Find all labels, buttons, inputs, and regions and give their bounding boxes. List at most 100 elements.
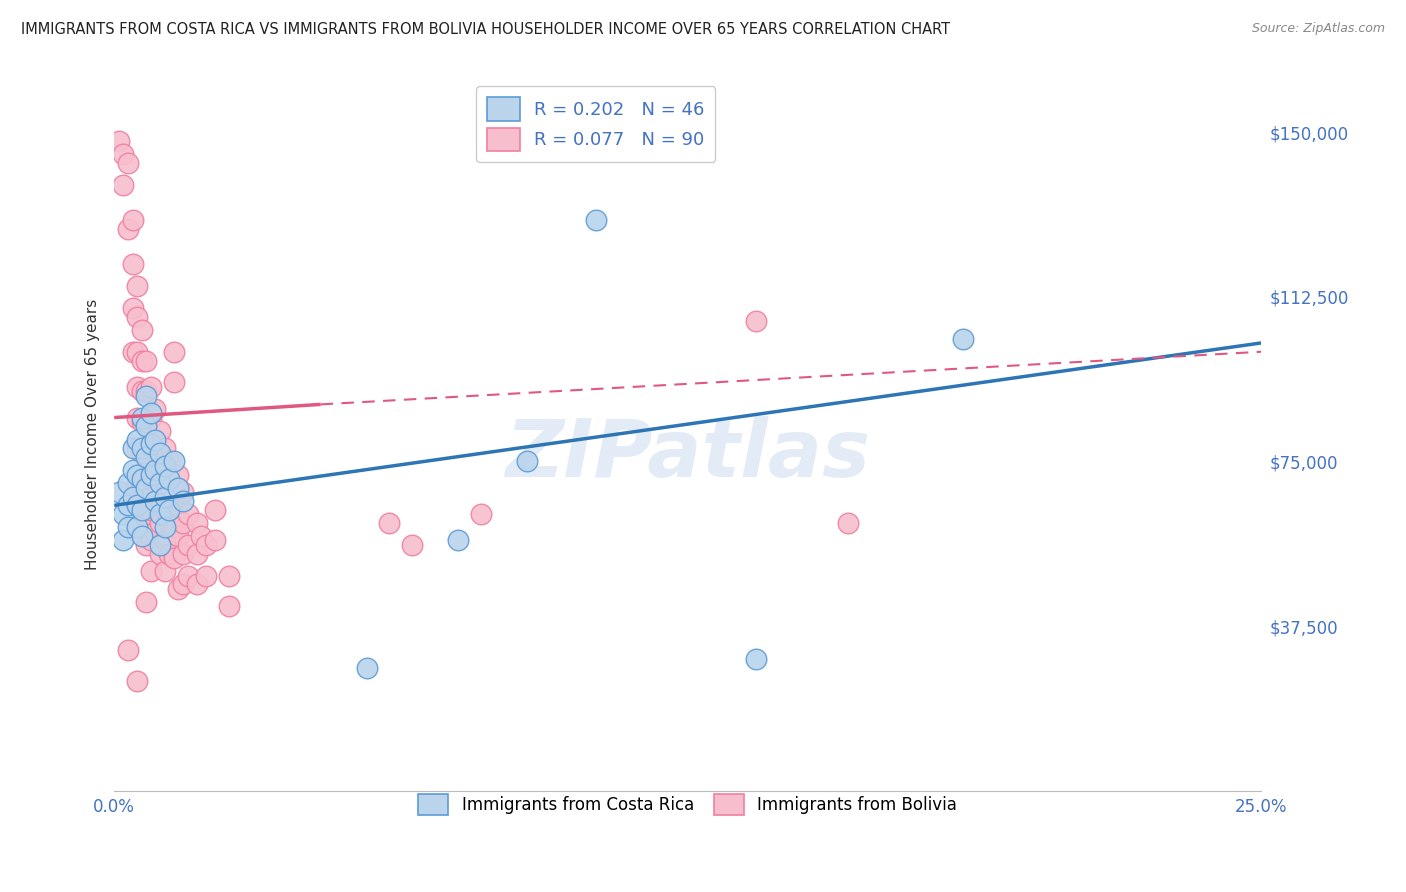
Point xyxy=(218,568,240,582)
Point xyxy=(139,380,162,394)
Point xyxy=(121,344,143,359)
Point xyxy=(121,257,143,271)
Point xyxy=(131,445,153,459)
Point xyxy=(135,595,157,609)
Point xyxy=(117,643,139,657)
Point xyxy=(149,424,172,438)
Point xyxy=(176,538,198,552)
Point xyxy=(145,463,167,477)
Point xyxy=(139,442,162,456)
Legend: Immigrants from Costa Rica, Immigrants from Bolivia: Immigrants from Costa Rica, Immigrants f… xyxy=(408,784,967,825)
Point xyxy=(163,376,186,390)
Point xyxy=(145,433,167,447)
Point xyxy=(135,476,157,491)
Point xyxy=(470,507,492,521)
Point xyxy=(131,323,153,337)
Point xyxy=(186,577,208,591)
Point xyxy=(139,502,162,516)
Point xyxy=(131,415,153,429)
Point xyxy=(149,516,172,530)
Point xyxy=(139,533,162,548)
Point xyxy=(135,419,157,434)
Point xyxy=(194,538,217,552)
Point xyxy=(139,410,162,425)
Point xyxy=(167,499,190,513)
Point xyxy=(117,156,139,170)
Point xyxy=(176,507,198,521)
Point xyxy=(145,494,167,508)
Point xyxy=(127,520,149,534)
Point xyxy=(153,490,176,504)
Point xyxy=(135,389,157,403)
Point xyxy=(131,353,153,368)
Point xyxy=(131,476,153,491)
Point xyxy=(131,502,153,516)
Point xyxy=(153,472,176,486)
Point xyxy=(149,538,172,552)
Point xyxy=(127,410,149,425)
Point xyxy=(157,454,180,468)
Point xyxy=(145,524,167,539)
Point xyxy=(401,538,423,552)
Point xyxy=(186,547,208,561)
Point xyxy=(139,437,162,451)
Point xyxy=(107,134,129,148)
Point xyxy=(157,547,180,561)
Point xyxy=(127,433,149,447)
Point xyxy=(117,520,139,534)
Point xyxy=(127,499,149,513)
Point xyxy=(135,445,157,459)
Point xyxy=(952,332,974,346)
Point xyxy=(131,442,153,456)
Point xyxy=(153,502,176,516)
Point xyxy=(153,520,176,534)
Point xyxy=(172,485,194,500)
Point xyxy=(356,661,378,675)
Point xyxy=(172,547,194,561)
Point xyxy=(167,467,190,482)
Point xyxy=(131,472,153,486)
Point xyxy=(145,494,167,508)
Point xyxy=(127,476,149,491)
Point xyxy=(131,529,153,543)
Point xyxy=(172,494,194,508)
Point xyxy=(149,476,172,491)
Point xyxy=(145,401,167,416)
Point xyxy=(157,502,180,516)
Point xyxy=(204,533,226,548)
Point xyxy=(172,577,194,591)
Point xyxy=(121,463,143,477)
Point xyxy=(127,467,149,482)
Point xyxy=(127,279,149,293)
Point xyxy=(149,445,172,459)
Text: Source: ZipAtlas.com: Source: ZipAtlas.com xyxy=(1251,22,1385,36)
Point xyxy=(167,582,190,596)
Point xyxy=(131,507,153,521)
Text: ZIPatlas: ZIPatlas xyxy=(505,417,870,494)
Point xyxy=(153,533,176,548)
Point xyxy=(163,551,186,566)
Point xyxy=(145,463,167,477)
Point xyxy=(139,564,162,578)
Point xyxy=(135,415,157,429)
Point xyxy=(135,353,157,368)
Point xyxy=(516,454,538,468)
Point xyxy=(172,516,194,530)
Text: IMMIGRANTS FROM COSTA RICA VS IMMIGRANTS FROM BOLIVIA HOUSEHOLDER INCOME OVER 65: IMMIGRANTS FROM COSTA RICA VS IMMIGRANTS… xyxy=(21,22,950,37)
Point xyxy=(121,490,143,504)
Point xyxy=(190,529,212,543)
Point xyxy=(163,344,186,359)
Point xyxy=(163,490,186,504)
Point xyxy=(112,178,135,192)
Point xyxy=(135,450,157,464)
Point xyxy=(218,599,240,614)
Point xyxy=(745,314,768,328)
Point xyxy=(167,529,190,543)
Point xyxy=(139,406,162,420)
Point xyxy=(117,476,139,491)
Point xyxy=(149,547,172,561)
Point xyxy=(131,384,153,399)
Point xyxy=(145,433,167,447)
Point xyxy=(153,458,176,473)
Point xyxy=(127,380,149,394)
